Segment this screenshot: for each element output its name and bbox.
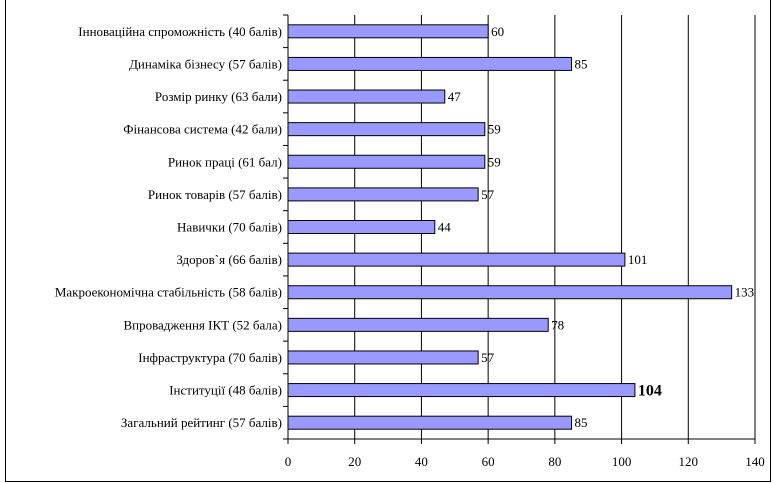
bar	[287, 383, 636, 398]
data-label: 104	[638, 383, 662, 400]
bar	[287, 350, 479, 365]
category-label: Ринок праці (61 бал)	[168, 154, 282, 169]
data-label: 47	[448, 89, 462, 104]
bar	[287, 317, 549, 332]
data-label: 133	[735, 285, 755, 300]
bar	[287, 56, 573, 71]
x-tick-label: 140	[745, 454, 765, 469]
category-label: Інституції (48 балів)	[169, 383, 282, 398]
bar	[287, 187, 479, 202]
x-tick-label: 80	[548, 454, 561, 469]
x-tick-label: 120	[679, 454, 699, 469]
category-label: Фінансова система (42 бали)	[123, 122, 282, 137]
bar	[287, 89, 446, 104]
category-label: Впровадження ІКТ (52 бала)	[123, 317, 282, 332]
category-label: Динаміка бізнесу (57 балів)	[129, 56, 282, 71]
data-label: 101	[628, 252, 648, 267]
category-label: Розмір ринку (63 бали)	[155, 89, 282, 104]
bar	[287, 285, 733, 300]
data-label: 78	[551, 317, 564, 332]
data-label: 44	[438, 220, 452, 235]
category-label: Інфраструктура (70 балів)	[138, 350, 282, 365]
x-tick-label: 20	[348, 454, 361, 469]
bar	[287, 122, 486, 137]
x-tick-label: 40	[415, 454, 428, 469]
bar	[287, 252, 626, 267]
data-label: 85	[575, 56, 588, 71]
data-label: 85	[575, 415, 588, 430]
category-label: Інноваційна спроможність (40 балів)	[78, 24, 282, 39]
bar	[287, 154, 486, 169]
bar	[287, 220, 436, 234]
x-tick-label: 0	[285, 454, 292, 469]
category-label: Навички (70 балів)	[177, 220, 282, 235]
data-label: 60	[491, 24, 504, 39]
data-label: 57	[481, 350, 495, 365]
category-label: Здоров`я (66 балів)	[176, 252, 282, 267]
x-tick-label: 60	[482, 454, 495, 469]
chart-frame: 0 20 40 60 80 100 120 140 Інноваційна спроможніс…	[5, 0, 771, 482]
bar-chart: 0 20 40 60 80 100 120 140 Інноваційна спроможніс…	[55, 14, 765, 469]
bar	[287, 24, 489, 39]
category-label: Ринок товарів (57 балів)	[148, 187, 282, 202]
category-label: Макроекономічна стабільність (58 балів)	[55, 285, 282, 300]
data-label: 59	[488, 122, 501, 137]
data-label: 57	[481, 187, 495, 202]
bar	[287, 415, 573, 430]
category-label: Загальний рейтинг (57 балів)	[121, 415, 282, 430]
x-tick-label: 100	[612, 454, 632, 469]
data-label: 59	[488, 154, 501, 169]
